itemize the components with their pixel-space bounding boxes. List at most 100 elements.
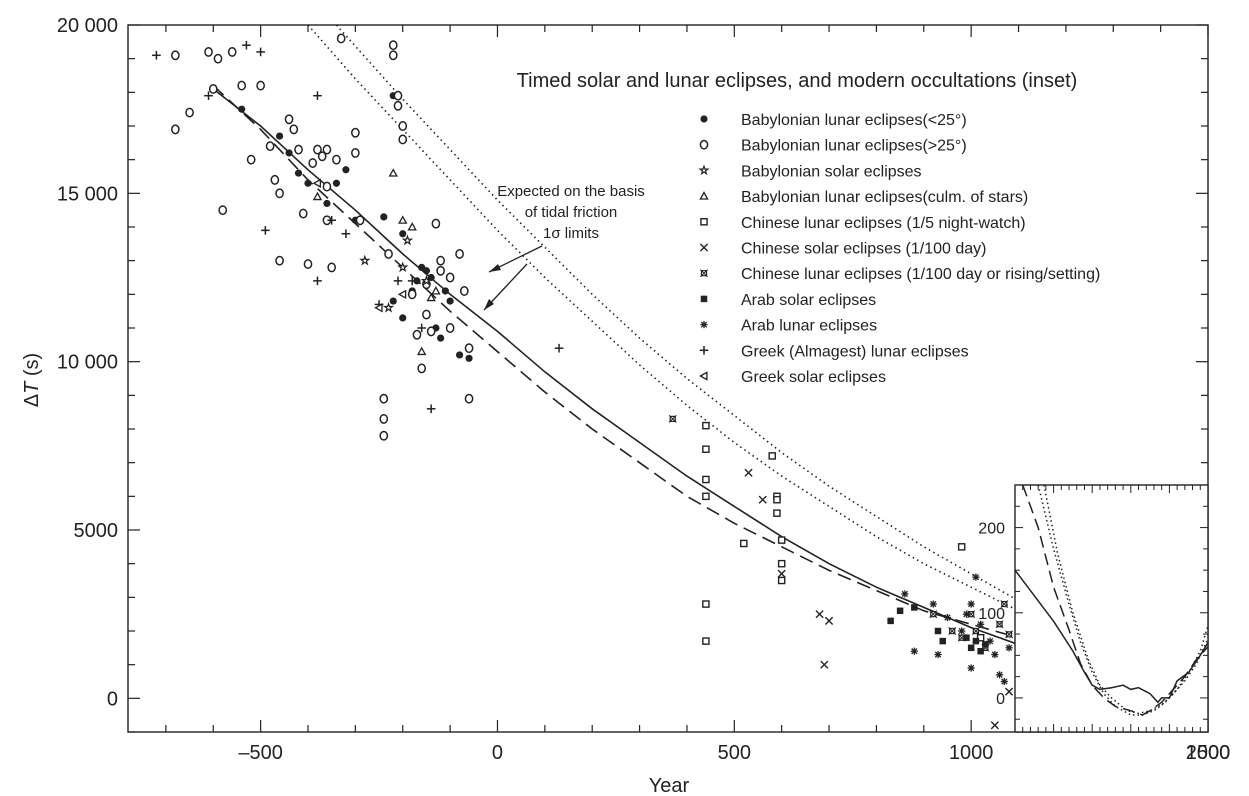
legend-label: Babylonian lunar eclipses(>25°) — [741, 138, 967, 155]
data-point — [412, 329, 422, 340]
data-point — [384, 248, 393, 259]
inset-panel: 0 100 200 — [978, 484, 1209, 733]
data-point — [437, 334, 445, 342]
data-point — [298, 208, 308, 219]
data-point — [976, 633, 985, 642]
data-point — [407, 289, 417, 300]
data-point — [420, 274, 433, 286]
legend-label: Chinese lunar eclipses (1/100 day or ris… — [741, 266, 1100, 283]
series-8 — [901, 573, 1013, 686]
annotation-line-2: of tidal friction — [525, 204, 618, 221]
data-point — [237, 80, 247, 91]
data-point — [261, 226, 270, 235]
data-point — [388, 168, 398, 177]
data-point — [436, 265, 445, 276]
legend-marker — [698, 164, 710, 176]
data-point — [455, 248, 464, 259]
data-point — [431, 218, 441, 229]
x-tick-label: 1000 — [949, 742, 994, 764]
data-point — [702, 475, 710, 484]
legend-marker — [700, 218, 708, 226]
data-point — [972, 637, 980, 645]
data-point — [393, 90, 403, 101]
data-point — [958, 627, 966, 635]
legend-marker — [700, 321, 708, 329]
data-point — [171, 124, 180, 135]
data-point — [744, 468, 753, 477]
annotation-arrowhead-upper — [489, 264, 501, 272]
data-point — [379, 430, 389, 441]
data-point — [313, 144, 322, 155]
series-3 — [312, 168, 441, 356]
series-4 — [702, 421, 985, 645]
inset-x-tick-label: 2000 — [1186, 742, 1231, 764]
data-point — [815, 610, 824, 619]
data-point — [426, 292, 436, 302]
data-point — [275, 255, 284, 266]
data-point — [336, 33, 346, 44]
data-point — [464, 343, 474, 354]
data-point — [773, 495, 781, 504]
data-point — [991, 650, 999, 659]
data-point — [1000, 600, 1009, 609]
data-point — [971, 627, 980, 635]
data-point — [967, 664, 975, 672]
legend-label: Arab lunar eclipses — [741, 318, 877, 335]
data-point — [777, 576, 786, 585]
data-point — [1005, 644, 1013, 652]
data-point — [910, 647, 918, 655]
data-point — [436, 255, 445, 266]
data-point — [204, 91, 213, 101]
data-point — [702, 492, 710, 501]
data-point — [399, 314, 407, 322]
legend-label: Arab solar eclipses — [741, 292, 876, 309]
data-point — [554, 343, 564, 353]
data-point — [990, 721, 999, 730]
data-point — [901, 590, 909, 598]
data-point — [388, 50, 398, 61]
data-point — [275, 188, 284, 199]
data-point — [308, 158, 318, 168]
x-axis-label: Year — [649, 775, 690, 796]
data-point — [323, 199, 331, 208]
data-point — [758, 495, 767, 504]
data-point — [702, 445, 710, 453]
data-point — [238, 105, 246, 113]
legend-marker — [699, 371, 708, 381]
tidal-limit-upper — [335, 24, 1185, 676]
fit-curves — [212, 24, 1185, 691]
series-2 — [359, 234, 433, 313]
fit-curve-solid — [212, 88, 1185, 691]
data-point — [393, 100, 403, 111]
data-point — [227, 46, 237, 57]
data-point — [398, 134, 408, 145]
annotation-line-1: Expected on the basis — [497, 183, 645, 200]
data-point — [995, 620, 1004, 629]
data-point — [327, 262, 337, 273]
data-point — [312, 178, 322, 188]
data-point — [185, 107, 194, 118]
inset-curve-solid — [1015, 569, 1208, 704]
data-point — [171, 50, 180, 61]
data-point — [1000, 677, 1008, 686]
data-point — [422, 309, 431, 320]
data-point — [382, 301, 395, 313]
data-point — [441, 287, 449, 295]
tidal-limit-lower — [307, 24, 1185, 684]
data-point — [668, 414, 677, 423]
inset-curves — [1015, 485, 1208, 716]
data-point — [1004, 687, 1014, 696]
data-point — [416, 346, 427, 356]
fit-curve-dashed — [212, 85, 1185, 683]
data-point — [152, 50, 161, 60]
series-10 — [312, 178, 407, 313]
data-point — [977, 620, 985, 628]
y-tick-label: 10 000 — [57, 352, 118, 374]
legend-marker — [700, 295, 708, 303]
data-point — [967, 644, 975, 652]
data-point — [218, 205, 228, 216]
data-point — [401, 234, 414, 246]
data-point — [943, 613, 952, 622]
x-tick-label: –500 — [238, 742, 283, 764]
